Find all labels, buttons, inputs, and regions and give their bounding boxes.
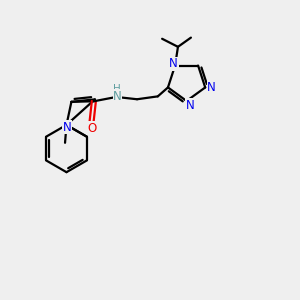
Text: N: N: [63, 121, 71, 134]
Text: N: N: [186, 99, 194, 112]
Text: H: H: [113, 84, 121, 94]
Text: N: N: [169, 57, 178, 70]
Text: N: N: [113, 90, 122, 103]
Text: N: N: [207, 81, 216, 94]
Text: O: O: [87, 122, 96, 135]
